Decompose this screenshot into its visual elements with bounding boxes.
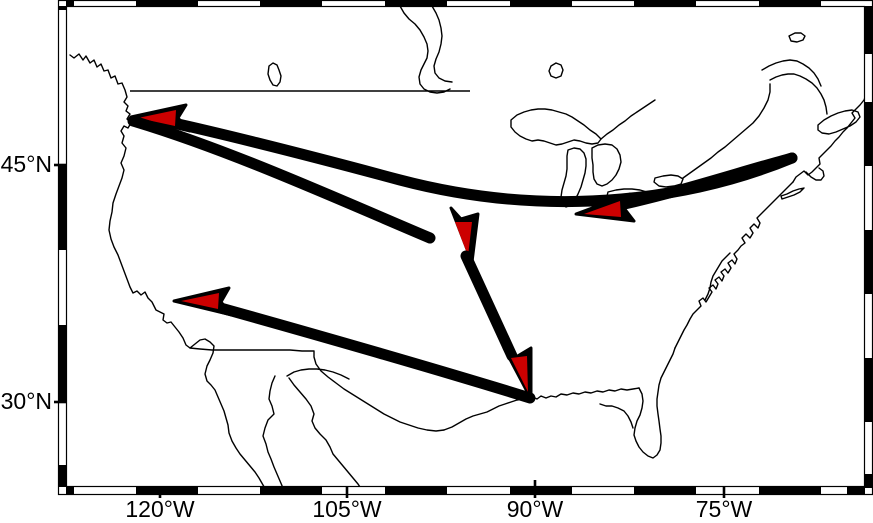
arrow-plains-to-gulf-shaft	[460, 250, 518, 362]
arrow-northwest-to-plains-shaft	[127, 115, 436, 244]
arrow-northeast-to-midwest-head	[584, 201, 621, 217]
mexico-interior-line	[286, 368, 350, 380]
st-lawrence-coastline	[769, 73, 828, 115]
axis-label-lat-30n: 30°N	[0, 388, 52, 414]
frame-checker-bottom	[66, 487, 865, 494]
arrow-gulf-to-westcoast-shaft	[204, 299, 536, 404]
nova-scotia	[817, 109, 861, 135]
frame-checker-top	[66, 1, 821, 7]
axis-label-lon-120w: 120°W	[125, 496, 195, 522]
arrow-northeast-to-midwest-shaft	[614, 152, 798, 211]
axis-label-lon-90w: 90°W	[506, 496, 564, 522]
coastlines-layer	[69, 6, 865, 487]
arrow-gulf-to-westcoast-head	[181, 293, 219, 309]
st-lawrence-river	[682, 83, 771, 179]
arrow-northeast-to-northwest-head	[138, 110, 176, 126]
lake-superior	[510, 108, 602, 146]
new-england-coastline	[792, 127, 848, 183]
northern-ontario-line	[600, 99, 656, 140]
cape-cod	[805, 167, 825, 181]
axis-label-lat-45n: 45°N	[0, 151, 52, 177]
long-island	[780, 187, 805, 200]
lake-of-the-woods	[548, 62, 564, 79]
baja-gulf-coastline	[262, 375, 284, 487]
axis-label-lon-75w: 75°W	[695, 496, 753, 522]
arrow-northwest-to-plains-head	[455, 222, 472, 256]
mexico-west-coastline	[288, 377, 361, 487]
axis-label-lon-105w: 105°W	[312, 496, 382, 522]
florida-peninsula	[633, 347, 676, 459]
frame-inner-rule	[65, 5, 866, 488]
frame-checker-left	[59, 6, 66, 487]
pacific-coastline	[69, 53, 266, 487]
james-bay	[431, 6, 453, 83]
chesapeake-bay	[704, 252, 731, 301]
arrow-annotations-layer	[127, 103, 798, 404]
lake-winnipeg	[267, 62, 282, 87]
atlantic-coastline	[674, 181, 794, 349]
quebec-north-shore	[761, 59, 822, 87]
lake-huron	[591, 143, 622, 187]
frame-checker-right	[865, 6, 872, 488]
arrow-plains-to-gulf-head	[511, 356, 528, 392]
map-frame	[54, 0, 873, 498]
frame-ticks	[54, 0, 726, 498]
florida-west-bulge	[599, 403, 634, 429]
us-mexico-border	[189, 347, 445, 432]
gulf-coastline	[443, 387, 640, 431]
hudson-bay-coastline	[399, 6, 451, 94]
anticosti-island	[788, 32, 806, 43]
